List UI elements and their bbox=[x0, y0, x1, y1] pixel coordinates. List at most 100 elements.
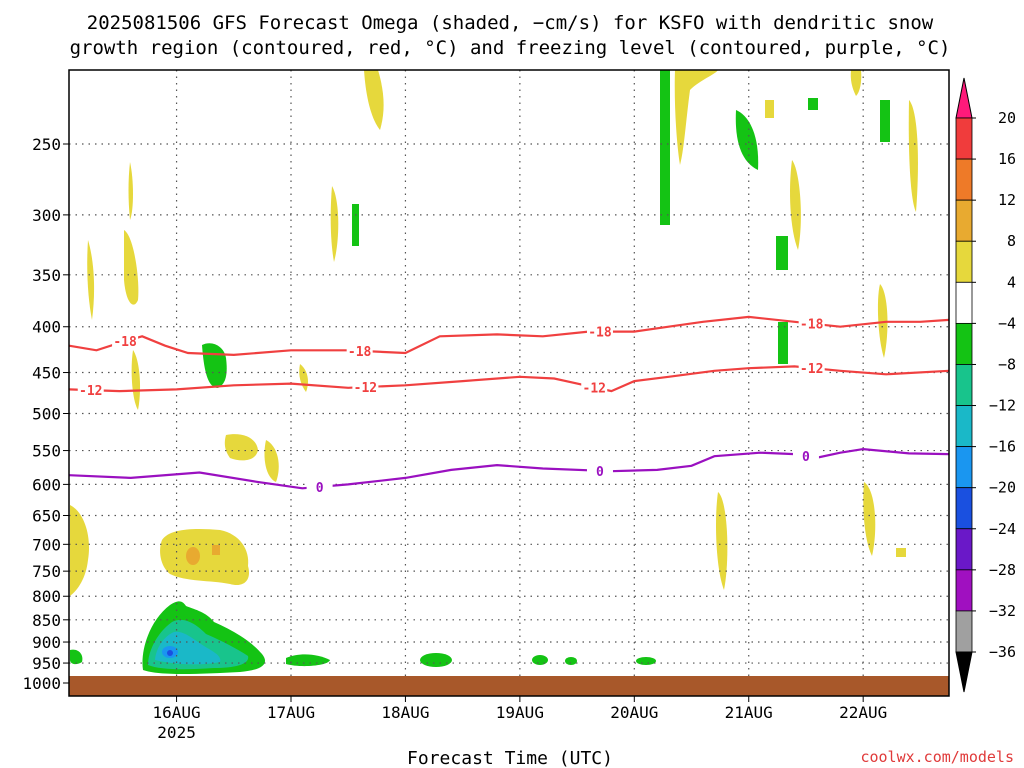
contour-label-bg bbox=[798, 360, 825, 376]
colorbar-swatch bbox=[955, 117, 973, 160]
omega-blob-green-upper-a bbox=[660, 70, 670, 225]
y-tick-label: 450 bbox=[32, 364, 61, 383]
omega-blob-yellow-mid-c bbox=[131, 350, 141, 410]
grid-lines bbox=[69, 70, 949, 696]
omega-blob-orange-mid bbox=[186, 547, 200, 565]
colorbar-label: −28 bbox=[989, 561, 1016, 579]
omega-blob-green-b bbox=[532, 655, 548, 665]
colorbar-swatch bbox=[955, 158, 973, 201]
plot-area: -18 -18 -18 -18 -12 -12 -12 -12 0 0 0 bbox=[68, 69, 950, 697]
colorbar-label: 8 bbox=[1007, 232, 1016, 250]
y-tick-label: 300 bbox=[32, 206, 61, 225]
colorbar-swatch bbox=[955, 569, 973, 612]
colorbar-label: −20 bbox=[989, 479, 1016, 497]
x-axis-label: Forecast Time (UTC) bbox=[407, 748, 613, 768]
omega-blob-green-upper-e bbox=[776, 236, 788, 270]
y-tick-label: 700 bbox=[32, 535, 61, 554]
y-tick-label: 650 bbox=[32, 507, 61, 526]
y-tick-label: 600 bbox=[32, 475, 61, 494]
omega-blob-yellow-upper-e bbox=[674, 70, 718, 165]
omega-blob-green-upper-b bbox=[735, 110, 759, 170]
contour-label: -18 bbox=[800, 318, 824, 333]
contour-label-bg bbox=[346, 342, 373, 358]
omega-blob-green-upper-g bbox=[778, 322, 788, 364]
contour-label-bg bbox=[306, 478, 333, 494]
contour-label: -12 bbox=[583, 381, 606, 396]
colorbar-label: −36 bbox=[989, 643, 1016, 661]
omega-blob-yellow-low-c bbox=[896, 548, 906, 557]
omega-blob-lowlevel-core bbox=[167, 650, 173, 656]
contour-line bbox=[68, 365, 950, 393]
omega-blob-yellow-upper-d bbox=[364, 70, 384, 130]
y-axis-ticks: 250 300 350 400 450 500 550 600 650 700 750 800 850 9… bbox=[22, 135, 69, 693]
y-tick-label: 250 bbox=[32, 135, 61, 154]
colorbar-label: 20 bbox=[998, 109, 1016, 127]
contour-label-bg bbox=[586, 323, 613, 339]
contour-label: -18 bbox=[113, 335, 137, 350]
x-tick-label: 22AUG bbox=[839, 703, 887, 722]
ground-surface bbox=[69, 676, 949, 696]
colorbar-swatch bbox=[955, 240, 973, 283]
contour-label: -18 bbox=[588, 326, 612, 341]
colorbar-swatch bbox=[955, 281, 973, 324]
omega-blob-yellow-upper-c bbox=[87, 240, 95, 320]
contour-label-bg bbox=[77, 382, 104, 398]
colorbar-swatch bbox=[955, 405, 973, 448]
contour-label: -12 bbox=[800, 362, 823, 377]
omega-blob-orange-small bbox=[212, 545, 220, 555]
y-tick-label: 950 bbox=[32, 654, 61, 673]
omega-blob-yellow-upper-k bbox=[330, 186, 339, 262]
colorbar-swatch bbox=[955, 528, 973, 571]
y-tick-label: 1000 bbox=[22, 674, 61, 693]
x-tick-label: 21AUG bbox=[725, 703, 773, 722]
contour-label-bg bbox=[798, 315, 825, 331]
contour-label: -12 bbox=[79, 384, 102, 399]
omega-blob-yellow-low-b bbox=[863, 482, 876, 556]
omega-blob-yellow-upper-b bbox=[128, 162, 133, 220]
contour-label: -18 bbox=[348, 345, 372, 360]
y-tick-label: 400 bbox=[32, 318, 61, 337]
plot-background bbox=[69, 70, 949, 696]
omega-blob-green-upper-c bbox=[880, 100, 890, 142]
colorbar-swatch bbox=[955, 199, 973, 242]
colorbar-label: −16 bbox=[989, 438, 1016, 456]
omega-blob-green-upper-f bbox=[352, 204, 359, 246]
contour-label: -12 bbox=[354, 381, 377, 396]
chart-title-line1: 2025081506 GFS Forecast Omega (shaded, −… bbox=[87, 12, 934, 34]
y-tick-label: 850 bbox=[32, 611, 61, 630]
omega-blob-yellow-upper-g bbox=[790, 160, 801, 250]
omega-blob-yellow-low-a bbox=[716, 492, 728, 590]
colorbar-arrow-bottom bbox=[955, 651, 973, 693]
contour-label-bg bbox=[586, 462, 613, 478]
contour-label: 0 bbox=[802, 450, 810, 465]
y-tick-label: 800 bbox=[32, 587, 61, 606]
colorbar-label: −8 bbox=[998, 355, 1016, 373]
colorbar-swatch bbox=[955, 446, 973, 489]
colorbar: 20 16 12 8 4 −4 −8 −12 −16 −20 −24 −28 −32 −36 bbox=[955, 77, 1016, 693]
x-tick-year: 2025 bbox=[157, 723, 196, 742]
x-tick-label: 16AUG bbox=[152, 703, 200, 722]
x-tick-label: 19AUG bbox=[496, 703, 544, 722]
omega-blob-green-c bbox=[565, 657, 577, 665]
colorbar-label: −24 bbox=[989, 520, 1016, 538]
colorbar-label: −4 bbox=[998, 314, 1016, 332]
plot-frame bbox=[68, 69, 950, 697]
y-tick-label: 750 bbox=[32, 562, 61, 581]
contour-label-bg bbox=[581, 379, 608, 395]
colorbar-swatch bbox=[955, 364, 973, 406]
colorbar-swatch bbox=[955, 322, 973, 365]
contour-label-bg bbox=[112, 333, 139, 349]
omega-blob-yellow-mid-a bbox=[224, 434, 258, 461]
credit-link[interactable]: coolwx.com/models bbox=[860, 748, 1014, 766]
contour-label: 0 bbox=[316, 481, 324, 496]
omega-blob-yellow-mid bbox=[160, 529, 250, 586]
chart-title-line2: growth region (contoured, red, °C) and f… bbox=[70, 37, 951, 59]
omega-blob-green-a bbox=[420, 653, 452, 667]
contour-label-bg bbox=[792, 447, 819, 463]
omega-blob-green-d bbox=[636, 657, 656, 665]
colorbar-label: 12 bbox=[998, 191, 1016, 209]
omega-blob-green-upper-d bbox=[808, 98, 818, 110]
colorbar-label: −12 bbox=[989, 397, 1016, 415]
